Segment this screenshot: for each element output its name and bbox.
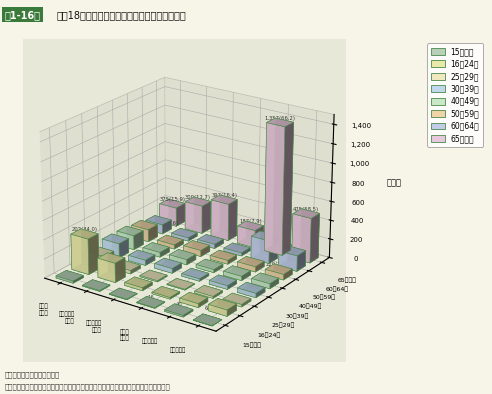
Text: 第1-16図: 第1-16図 xyxy=(5,10,41,20)
Text: 注　１　警察庁資料による。: 注 １ 警察庁資料による。 xyxy=(5,371,60,378)
Text: 平成18年中の状態別・年齢層別交通事故死者数: 平成18年中の状態別・年齢層別交通事故死者数 xyxy=(57,10,186,20)
Legend: 15歳以下, 16～24歳, 25～29歳, 30～39歳, 40～49歳, 50～59歳, 60～64歳, 65歳以上: 15歳以下, 16～24歳, 25～29歳, 30～39歳, 40～49歳, 5… xyxy=(427,43,483,147)
Text: ２　（　　）内は，それぞれの状態別死者数の合計に対する構成率（％）である。: ２ （ ）内は，それぞれの状態別死者数の合計に対する構成率（％）である。 xyxy=(5,383,171,390)
